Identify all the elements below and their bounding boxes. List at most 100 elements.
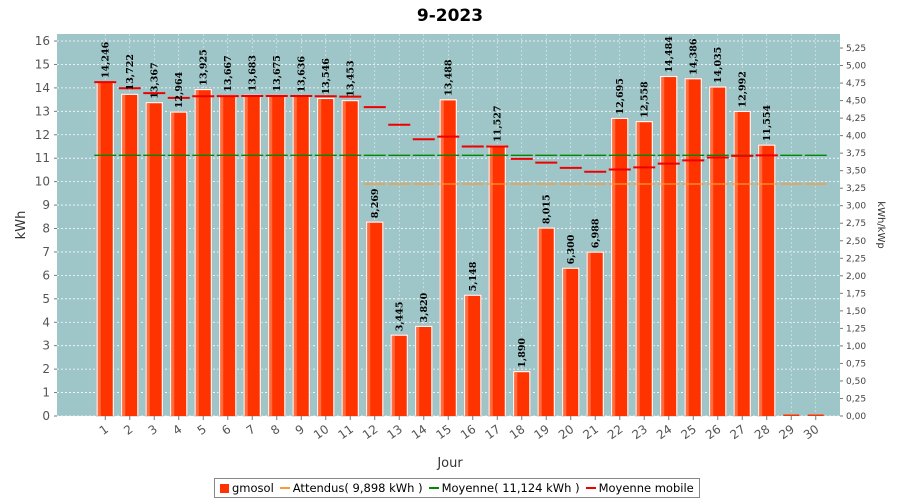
legend-swatch-attendus bbox=[279, 487, 290, 489]
bar bbox=[269, 96, 285, 416]
y-tick-label: 2 bbox=[42, 362, 50, 376]
x-tick-label: 17 bbox=[482, 422, 503, 442]
value-label: 12,992 bbox=[737, 71, 748, 107]
value-label: 13,683 bbox=[247, 55, 258, 91]
value-label: 8,269 bbox=[370, 188, 381, 218]
value-label: 13,488 bbox=[443, 59, 454, 96]
y-right-tick-label: 4,25 bbox=[846, 114, 866, 124]
y-tick-label: 12 bbox=[35, 128, 50, 142]
value-label: 6,988 bbox=[590, 218, 601, 248]
y-tick-label: 5 bbox=[42, 292, 50, 306]
y-tick-label: 16 bbox=[35, 34, 50, 48]
bar-highlight bbox=[293, 96, 297, 416]
x-tick-label: 26 bbox=[703, 422, 724, 442]
x-axis: 1 2 3 4 5 6 7 8 9 10 11 12 13 14 15 16 17 18 19 20 21 22 23 24 2… bbox=[97, 416, 822, 442]
legend-label-moyenne: Moyenne( 11,124 kWh ) bbox=[441, 481, 580, 495]
y-right-tick-label: 2,50 bbox=[846, 237, 866, 247]
bar-highlight bbox=[318, 99, 322, 416]
legend-label-attendus: Attendus( 9,898 kWh ) bbox=[292, 481, 423, 495]
bar-highlight bbox=[220, 96, 224, 417]
bar-highlight bbox=[342, 101, 346, 417]
x-tick-label: 14 bbox=[409, 422, 430, 442]
x-tick-label: 30 bbox=[801, 422, 822, 442]
y-right-tick-label: 2,00 bbox=[846, 272, 866, 282]
bar bbox=[293, 96, 309, 416]
bar bbox=[220, 96, 236, 417]
value-label: 3,445 bbox=[394, 302, 405, 332]
legend-swatch-moyenne bbox=[428, 487, 439, 489]
x-tick-label: 1 bbox=[97, 422, 111, 438]
value-label: 3,820 bbox=[419, 292, 430, 322]
legend-item-attendus: Attendus( 9,898 kWh ) bbox=[279, 481, 423, 495]
bar-highlight bbox=[97, 82, 101, 416]
value-label: 6,300 bbox=[566, 234, 577, 264]
bar bbox=[342, 101, 358, 417]
value-label: 5,148 bbox=[468, 261, 479, 291]
x-tick-label: 2 bbox=[121, 422, 135, 438]
bar bbox=[244, 95, 260, 416]
y-tick-label: 6 bbox=[42, 268, 50, 282]
value-label: 13,722 bbox=[125, 54, 136, 90]
x-tick-label: 5 bbox=[195, 422, 209, 438]
value-labels: 14,246 13,722 13,367 12,964 13,925 13,667 13,6… bbox=[100, 36, 773, 368]
bar-highlight bbox=[146, 103, 150, 416]
bar-highlight bbox=[269, 96, 273, 416]
value-label: 12,964 bbox=[174, 71, 185, 108]
x-tick-label: 11 bbox=[335, 422, 356, 442]
reference-lines bbox=[94, 81, 827, 185]
bar bbox=[465, 295, 481, 416]
value-label: 14,386 bbox=[688, 38, 699, 75]
value-label: 11,527 bbox=[492, 105, 503, 141]
bar bbox=[122, 94, 138, 416]
value-label: 13,636 bbox=[296, 56, 307, 93]
bar bbox=[563, 268, 579, 416]
y-tick-label: 7 bbox=[42, 245, 50, 259]
y-right-tick-label: 1,50 bbox=[846, 307, 866, 317]
bar bbox=[440, 100, 456, 417]
x-tick-label: 29 bbox=[776, 422, 797, 442]
bar bbox=[514, 372, 530, 416]
y-right-tick-label: 0,50 bbox=[846, 377, 866, 387]
x-tick-label: 18 bbox=[507, 422, 528, 442]
y-right-tick-label: 3,50 bbox=[846, 167, 866, 177]
bar bbox=[685, 79, 701, 416]
value-label: 13,675 bbox=[272, 55, 283, 91]
y-right-tick-label: 0,00 bbox=[846, 412, 866, 422]
x-tick-label: 15 bbox=[433, 422, 454, 442]
x-tick-label: 16 bbox=[458, 422, 479, 442]
value-label: 11,554 bbox=[762, 104, 773, 141]
bar-highlight bbox=[489, 146, 493, 416]
x-tick-label: 8 bbox=[268, 422, 282, 438]
bar-highlight bbox=[244, 95, 248, 416]
x-tick-label: 3 bbox=[146, 422, 160, 438]
y-right-tick-label: 1,25 bbox=[846, 324, 866, 334]
x-tick-label: 27 bbox=[727, 422, 748, 442]
bar-highlight bbox=[636, 122, 640, 416]
y-right-tick-label: 1,00 bbox=[846, 342, 866, 352]
bars bbox=[95, 75, 824, 417]
legend-label-gmosol: gmosol bbox=[232, 481, 274, 495]
bar-highlight bbox=[195, 90, 199, 416]
legend: gmosol Attendus( 9,898 kWh ) Moyenne( 11… bbox=[214, 478, 700, 498]
y-tick-label: 1 bbox=[42, 386, 50, 400]
y-right-tick-label: 3,75 bbox=[846, 149, 866, 159]
legend-item-moyenne: Moyenne( 11,124 kWh ) bbox=[428, 481, 580, 495]
bar bbox=[710, 87, 726, 416]
value-label: 14,035 bbox=[713, 47, 724, 83]
bar-highlight bbox=[440, 100, 444, 417]
value-label: 14,484 bbox=[664, 36, 675, 73]
bar-highlight bbox=[734, 112, 738, 417]
y-right-tick-label: 4,75 bbox=[846, 79, 866, 89]
bar-highlight bbox=[587, 252, 591, 416]
y-tick-label: 0 bbox=[42, 409, 50, 423]
value-label: 12,695 bbox=[615, 78, 626, 114]
value-label: 13,667 bbox=[223, 55, 234, 91]
x-tick-label: 9 bbox=[293, 422, 307, 438]
y-axis-label-right: kWh/kWp bbox=[875, 201, 886, 248]
bar-highlight bbox=[367, 222, 371, 416]
y-right-tick-label: 1,75 bbox=[846, 289, 866, 299]
x-tick-label: 7 bbox=[244, 422, 258, 438]
bar bbox=[171, 112, 187, 417]
bar bbox=[807, 414, 824, 416]
